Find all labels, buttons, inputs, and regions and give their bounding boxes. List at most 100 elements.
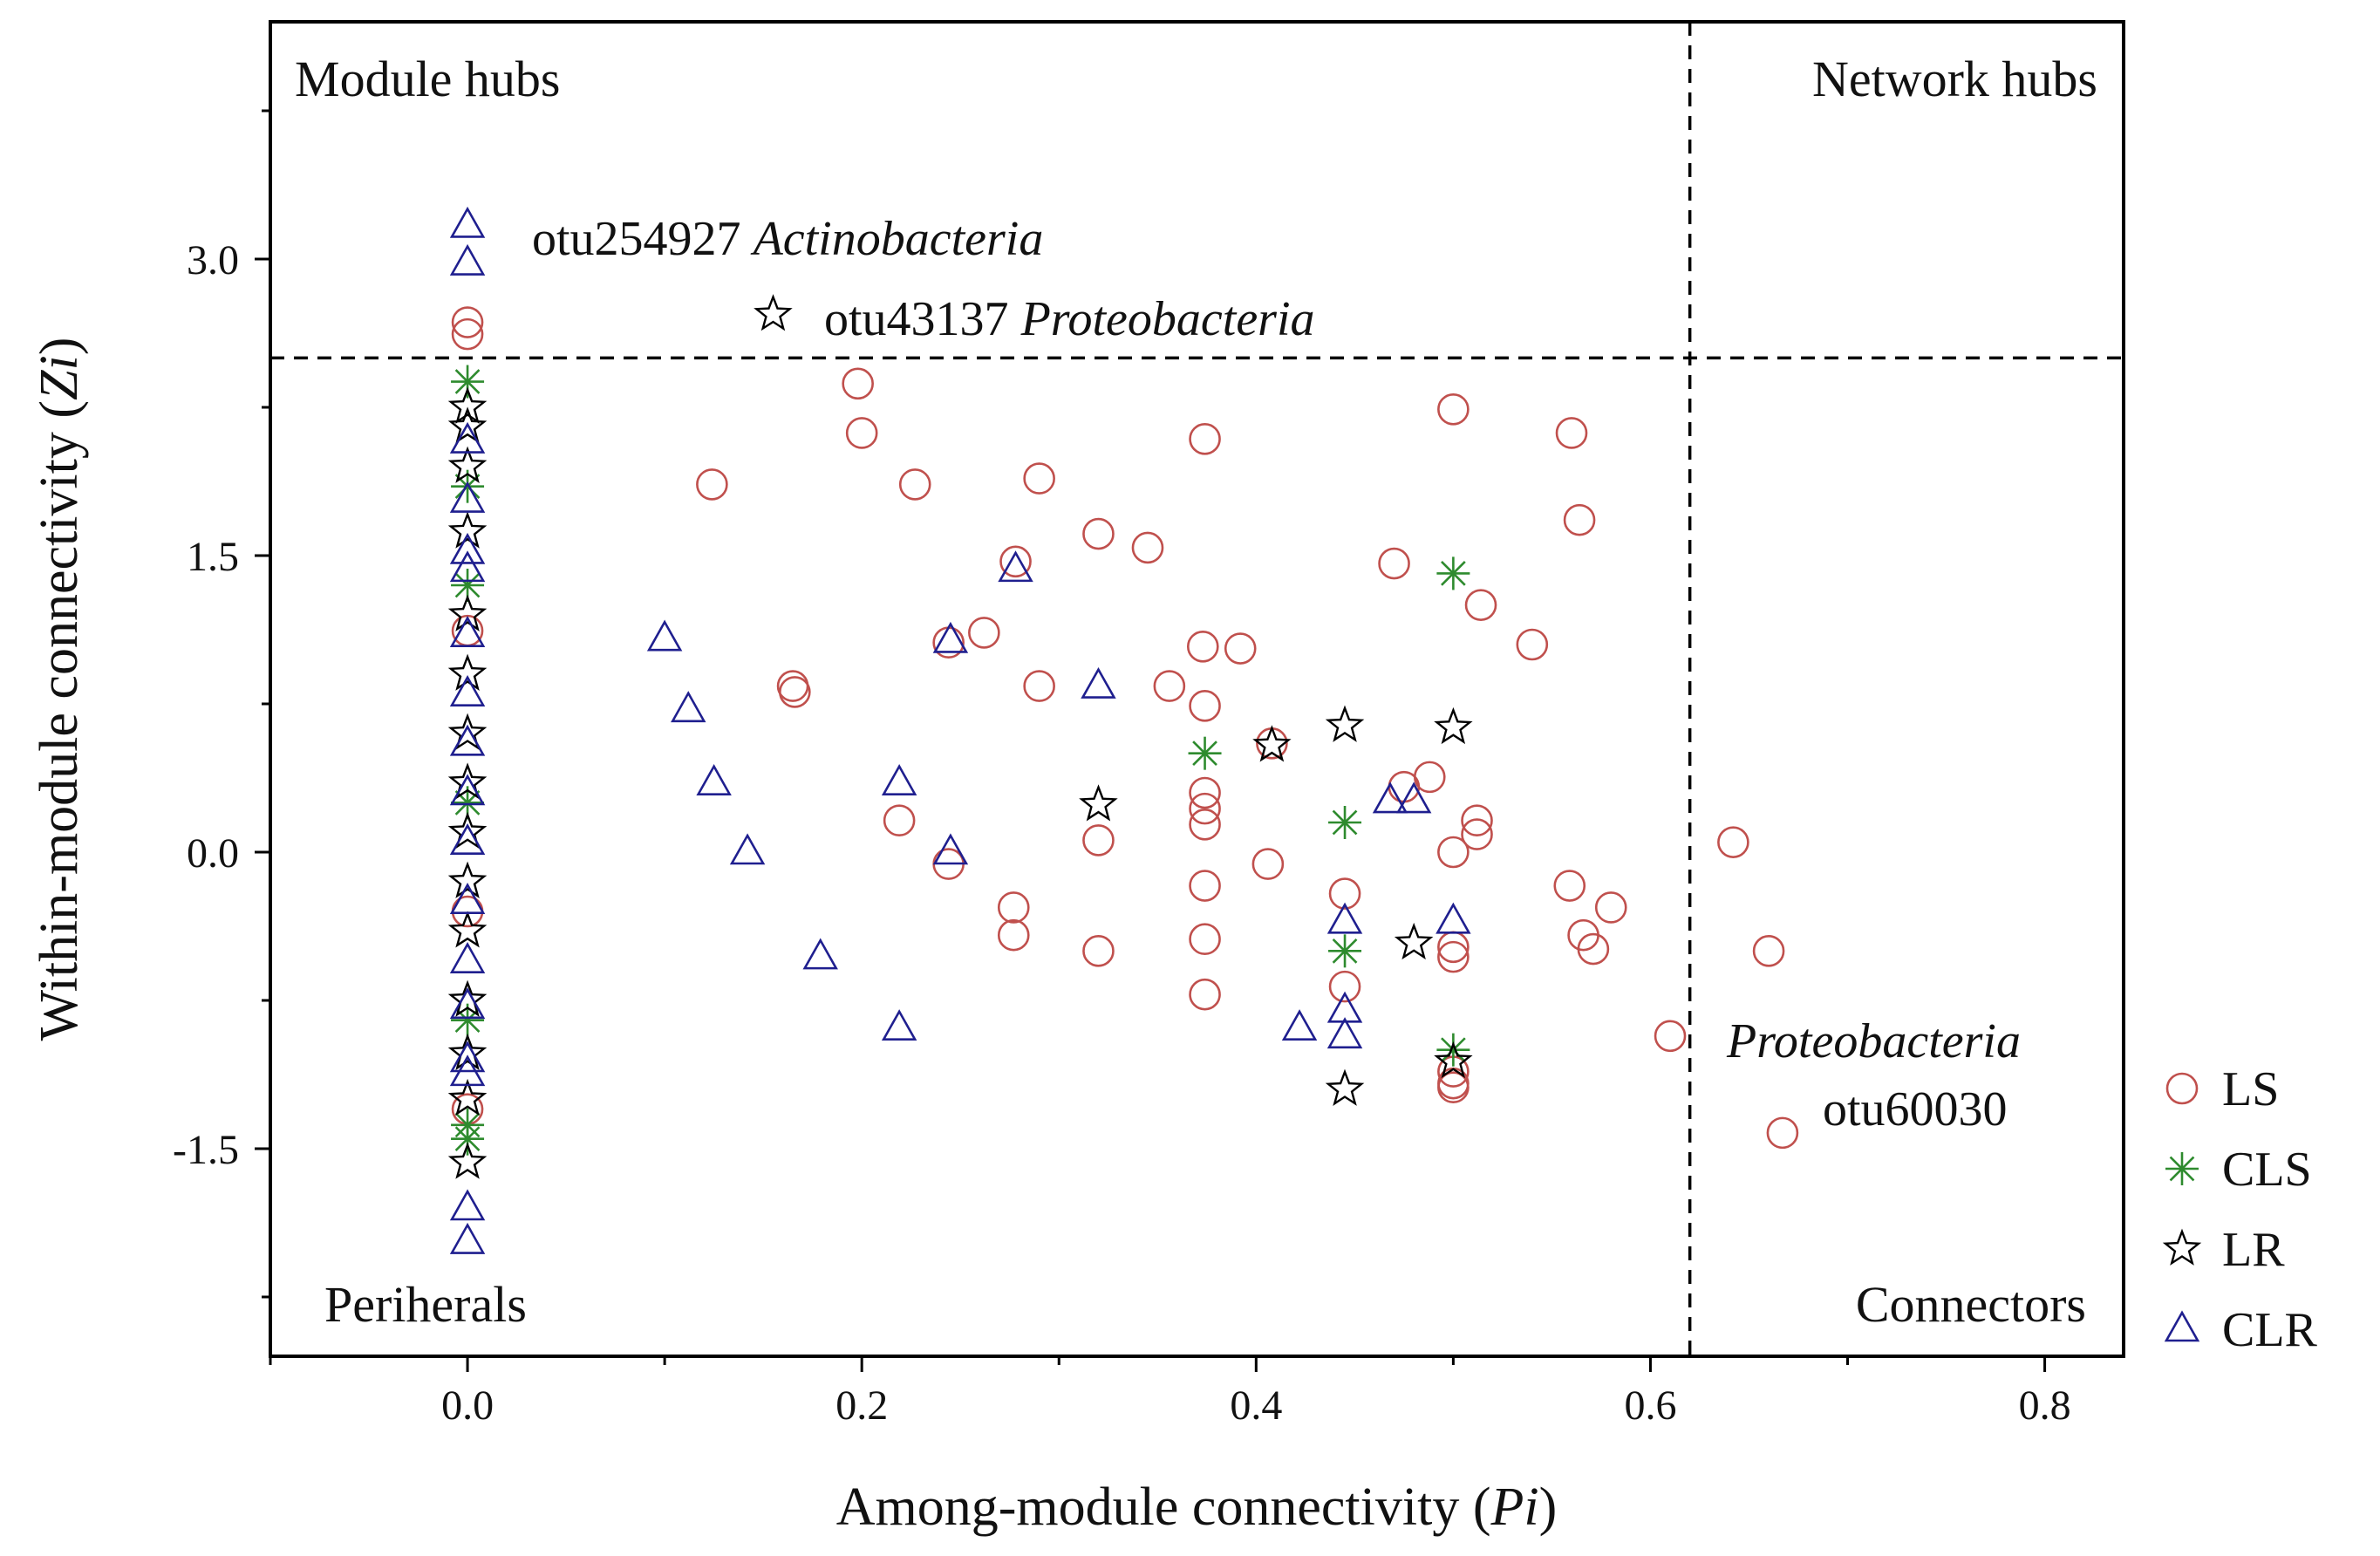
point-cls (1436, 1033, 1470, 1067)
legend-marker-cls (2165, 1152, 2199, 1185)
point-ls (1328, 970, 1361, 1003)
point-ls (1461, 818, 1493, 850)
legend-marker-ls (2165, 1072, 2199, 1105)
point-lr (1394, 922, 1434, 960)
point-ls (1186, 630, 1219, 663)
point-clr (449, 942, 486, 973)
point-clr (1326, 902, 1363, 934)
annotation-otu254927-id: otu254927 (532, 212, 741, 266)
point-ls (1555, 417, 1588, 449)
point-ls (1023, 462, 1055, 495)
point-clr (696, 764, 732, 795)
y-tick-label: -1.5 (173, 1127, 239, 1173)
point-lr (447, 713, 488, 750)
point-clr (1326, 1017, 1363, 1049)
point-ls (1654, 1020, 1687, 1053)
legend-label-cls: CLS (2222, 1143, 2312, 1197)
point-clr (449, 774, 486, 806)
point-ls (1224, 632, 1257, 665)
point-cls (1328, 806, 1362, 839)
x-tick-label: 0.2 (835, 1382, 888, 1429)
point-clr (1372, 781, 1408, 814)
x-axis-label: Among-module connectivity (Pi) (836, 1478, 1558, 1537)
point-ls (1413, 761, 1446, 794)
point-lr (1079, 784, 1118, 822)
point-lr (1325, 1068, 1365, 1106)
point-clr (449, 243, 486, 276)
point-ls (1189, 808, 1221, 841)
point-clr (449, 481, 486, 513)
point-clr (802, 938, 838, 970)
point-ls (968, 617, 1000, 649)
quadrant-peripherals: Periherals (324, 1276, 527, 1333)
point-lr (1434, 706, 1473, 745)
point-ls (842, 367, 874, 400)
y-tick-label: 0.0 (187, 830, 239, 877)
point-clr (671, 691, 706, 723)
point-clr (932, 621, 969, 653)
point-lr (1434, 1041, 1473, 1079)
annotation-otu60030-id: otu60030 (1823, 1082, 2008, 1136)
point-ls (1594, 891, 1627, 924)
point-ls (1553, 870, 1586, 902)
annotation-otu254927-taxon: Actinobacteria (750, 212, 1044, 266)
y-tick-label: 3.0 (187, 237, 239, 283)
point-ls (1437, 836, 1470, 869)
series-cls (451, 365, 1470, 1156)
point-ls (883, 804, 916, 837)
point-clr (1436, 902, 1471, 934)
point-clr (881, 764, 917, 795)
point-clr (729, 833, 766, 865)
point-ls (696, 468, 728, 501)
point-lr (447, 406, 488, 444)
y-tick-label: 1.5 (187, 534, 239, 580)
series-lr (447, 294, 1473, 1179)
point-clr (1081, 666, 1116, 699)
point-cls (1436, 556, 1470, 590)
point-clr (646, 619, 683, 652)
point-clr (449, 421, 486, 454)
point-clr (449, 532, 486, 564)
point-clr (1395, 781, 1432, 814)
point-clr (1281, 1009, 1318, 1041)
point-lr (447, 762, 488, 800)
point-ls (1577, 932, 1610, 966)
point-lr (1325, 705, 1365, 742)
point-ls (1023, 670, 1055, 702)
quadrant-connectors: Connectors (1856, 1276, 2086, 1333)
annotation-otu43137-taxon: Proteobacteria (1020, 292, 1315, 346)
y-axis-label: Within-module connectivity (Zi) (30, 338, 89, 1041)
point-clr (449, 675, 486, 706)
point-ls (779, 676, 811, 708)
point-clr (449, 1041, 486, 1073)
point-ls (451, 306, 484, 338)
legend-label-clr: CLR (2222, 1303, 2318, 1357)
x-tick-label: 0.6 (1624, 1382, 1676, 1429)
annotation-otu60030-taxon: Proteobacteria (1726, 1014, 2021, 1068)
point-ls (845, 417, 878, 449)
point-lr (447, 861, 488, 898)
point-ls (1717, 826, 1749, 858)
x-tick-label: 0.8 (2019, 1382, 2071, 1429)
point-clr (449, 724, 486, 756)
point-lr (447, 1142, 488, 1179)
point-lr (447, 911, 488, 948)
point-ls (1189, 689, 1221, 722)
legend: LS CLS LR CLR (2162, 1062, 2318, 1357)
point-ls (1131, 531, 1164, 564)
point-ls (1189, 776, 1221, 809)
point-cls (451, 1122, 485, 1156)
legend-marker-clr (2164, 1310, 2200, 1342)
point-ls (1082, 517, 1115, 550)
point-ls (1516, 628, 1549, 661)
point-cls (451, 365, 485, 399)
point-ls (1461, 804, 1493, 837)
point-lr (447, 1033, 488, 1071)
point-ls (1082, 824, 1115, 856)
point-lr (447, 446, 488, 483)
point-ls (1189, 422, 1221, 455)
point-clr (449, 550, 486, 583)
point-cls (1188, 736, 1222, 770)
point-ls (1437, 940, 1470, 973)
point-ls (1189, 923, 1221, 956)
